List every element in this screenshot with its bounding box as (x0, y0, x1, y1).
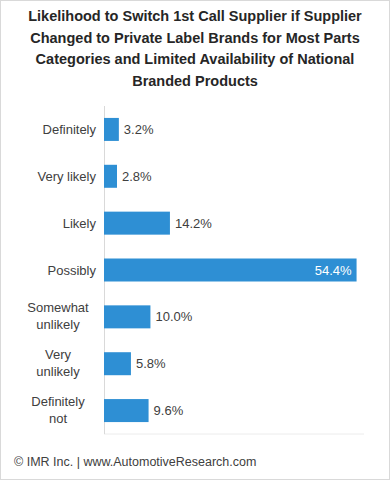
category-label: Definitelynot (31, 394, 85, 426)
data-label: 5.8% (136, 356, 166, 371)
bar (104, 259, 357, 282)
data-label: 14.2% (175, 216, 212, 231)
bar (104, 118, 119, 141)
bar (104, 165, 117, 188)
source-note: © IMR Inc. | www.AutomotiveResearch.com (14, 455, 256, 469)
data-label: 10.0% (155, 309, 192, 324)
data-label: 3.2% (124, 122, 154, 137)
bar (104, 305, 150, 328)
category-label: Somewhatunlikely (27, 300, 89, 332)
data-label: 2.8% (122, 169, 152, 184)
bar (104, 352, 131, 375)
data-label: 54.4% (315, 263, 352, 278)
category-label: Definitely (43, 122, 97, 137)
labels: Definitely 3.2% Very likely 2.8% Likely 14.2%… (27, 122, 352, 426)
bar (104, 212, 170, 235)
category-label: Very likely (37, 169, 96, 184)
chart-svg: Definitely 3.2% Very likely 2.8% Likely 14.2%… (0, 0, 390, 480)
bars (104, 118, 357, 422)
bar (104, 399, 149, 422)
chart-title: Likelihood to Switch 1st Call Supplier i… (10, 6, 380, 92)
data-label: 9.6% (154, 403, 184, 418)
category-label: Likely (63, 216, 97, 231)
x-axis-line (104, 434, 364, 435)
category-label: Possibly (48, 263, 97, 278)
category-label: Veryunlikely (36, 347, 80, 379)
